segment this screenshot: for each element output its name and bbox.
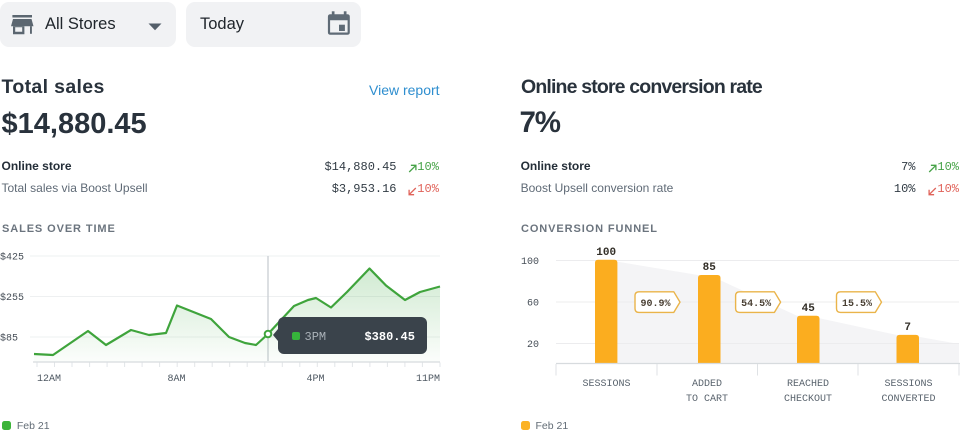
svg-text:12AM: 12AM bbox=[37, 374, 61, 385]
svg-text:45: 45 bbox=[802, 303, 816, 315]
svg-text:11PM: 11PM bbox=[416, 374, 440, 385]
svg-text:100: 100 bbox=[596, 247, 616, 259]
svg-text:8AM: 8AM bbox=[167, 374, 185, 385]
svg-text:SESSIONS: SESSIONS bbox=[884, 379, 932, 390]
svg-text:ADDED: ADDED bbox=[692, 379, 722, 390]
svg-text:$85: $85 bbox=[0, 333, 18, 345]
svg-text:4PM: 4PM bbox=[306, 374, 324, 385]
svg-text:54.5%: 54.5% bbox=[741, 299, 771, 310]
svg-text:CHECKOUT: CHECKOUT bbox=[784, 394, 832, 405]
svg-text:TO CART: TO CART bbox=[686, 394, 728, 405]
svg-text:100: 100 bbox=[521, 257, 539, 268]
svg-text:REACHED: REACHED bbox=[787, 379, 829, 390]
svg-text:90.9%: 90.9% bbox=[640, 299, 670, 310]
svg-text:85: 85 bbox=[703, 262, 717, 274]
svg-text:20: 20 bbox=[527, 340, 539, 351]
svg-text:CONVERTED: CONVERTED bbox=[881, 394, 935, 405]
svg-text:60: 60 bbox=[527, 299, 539, 310]
svg-text:7: 7 bbox=[904, 322, 911, 334]
svg-text:$425: $425 bbox=[0, 252, 24, 264]
svg-text:15.5%: 15.5% bbox=[842, 299, 872, 310]
svg-text:SESSIONS: SESSIONS bbox=[582, 379, 630, 390]
svg-text:$255: $255 bbox=[0, 292, 24, 304]
